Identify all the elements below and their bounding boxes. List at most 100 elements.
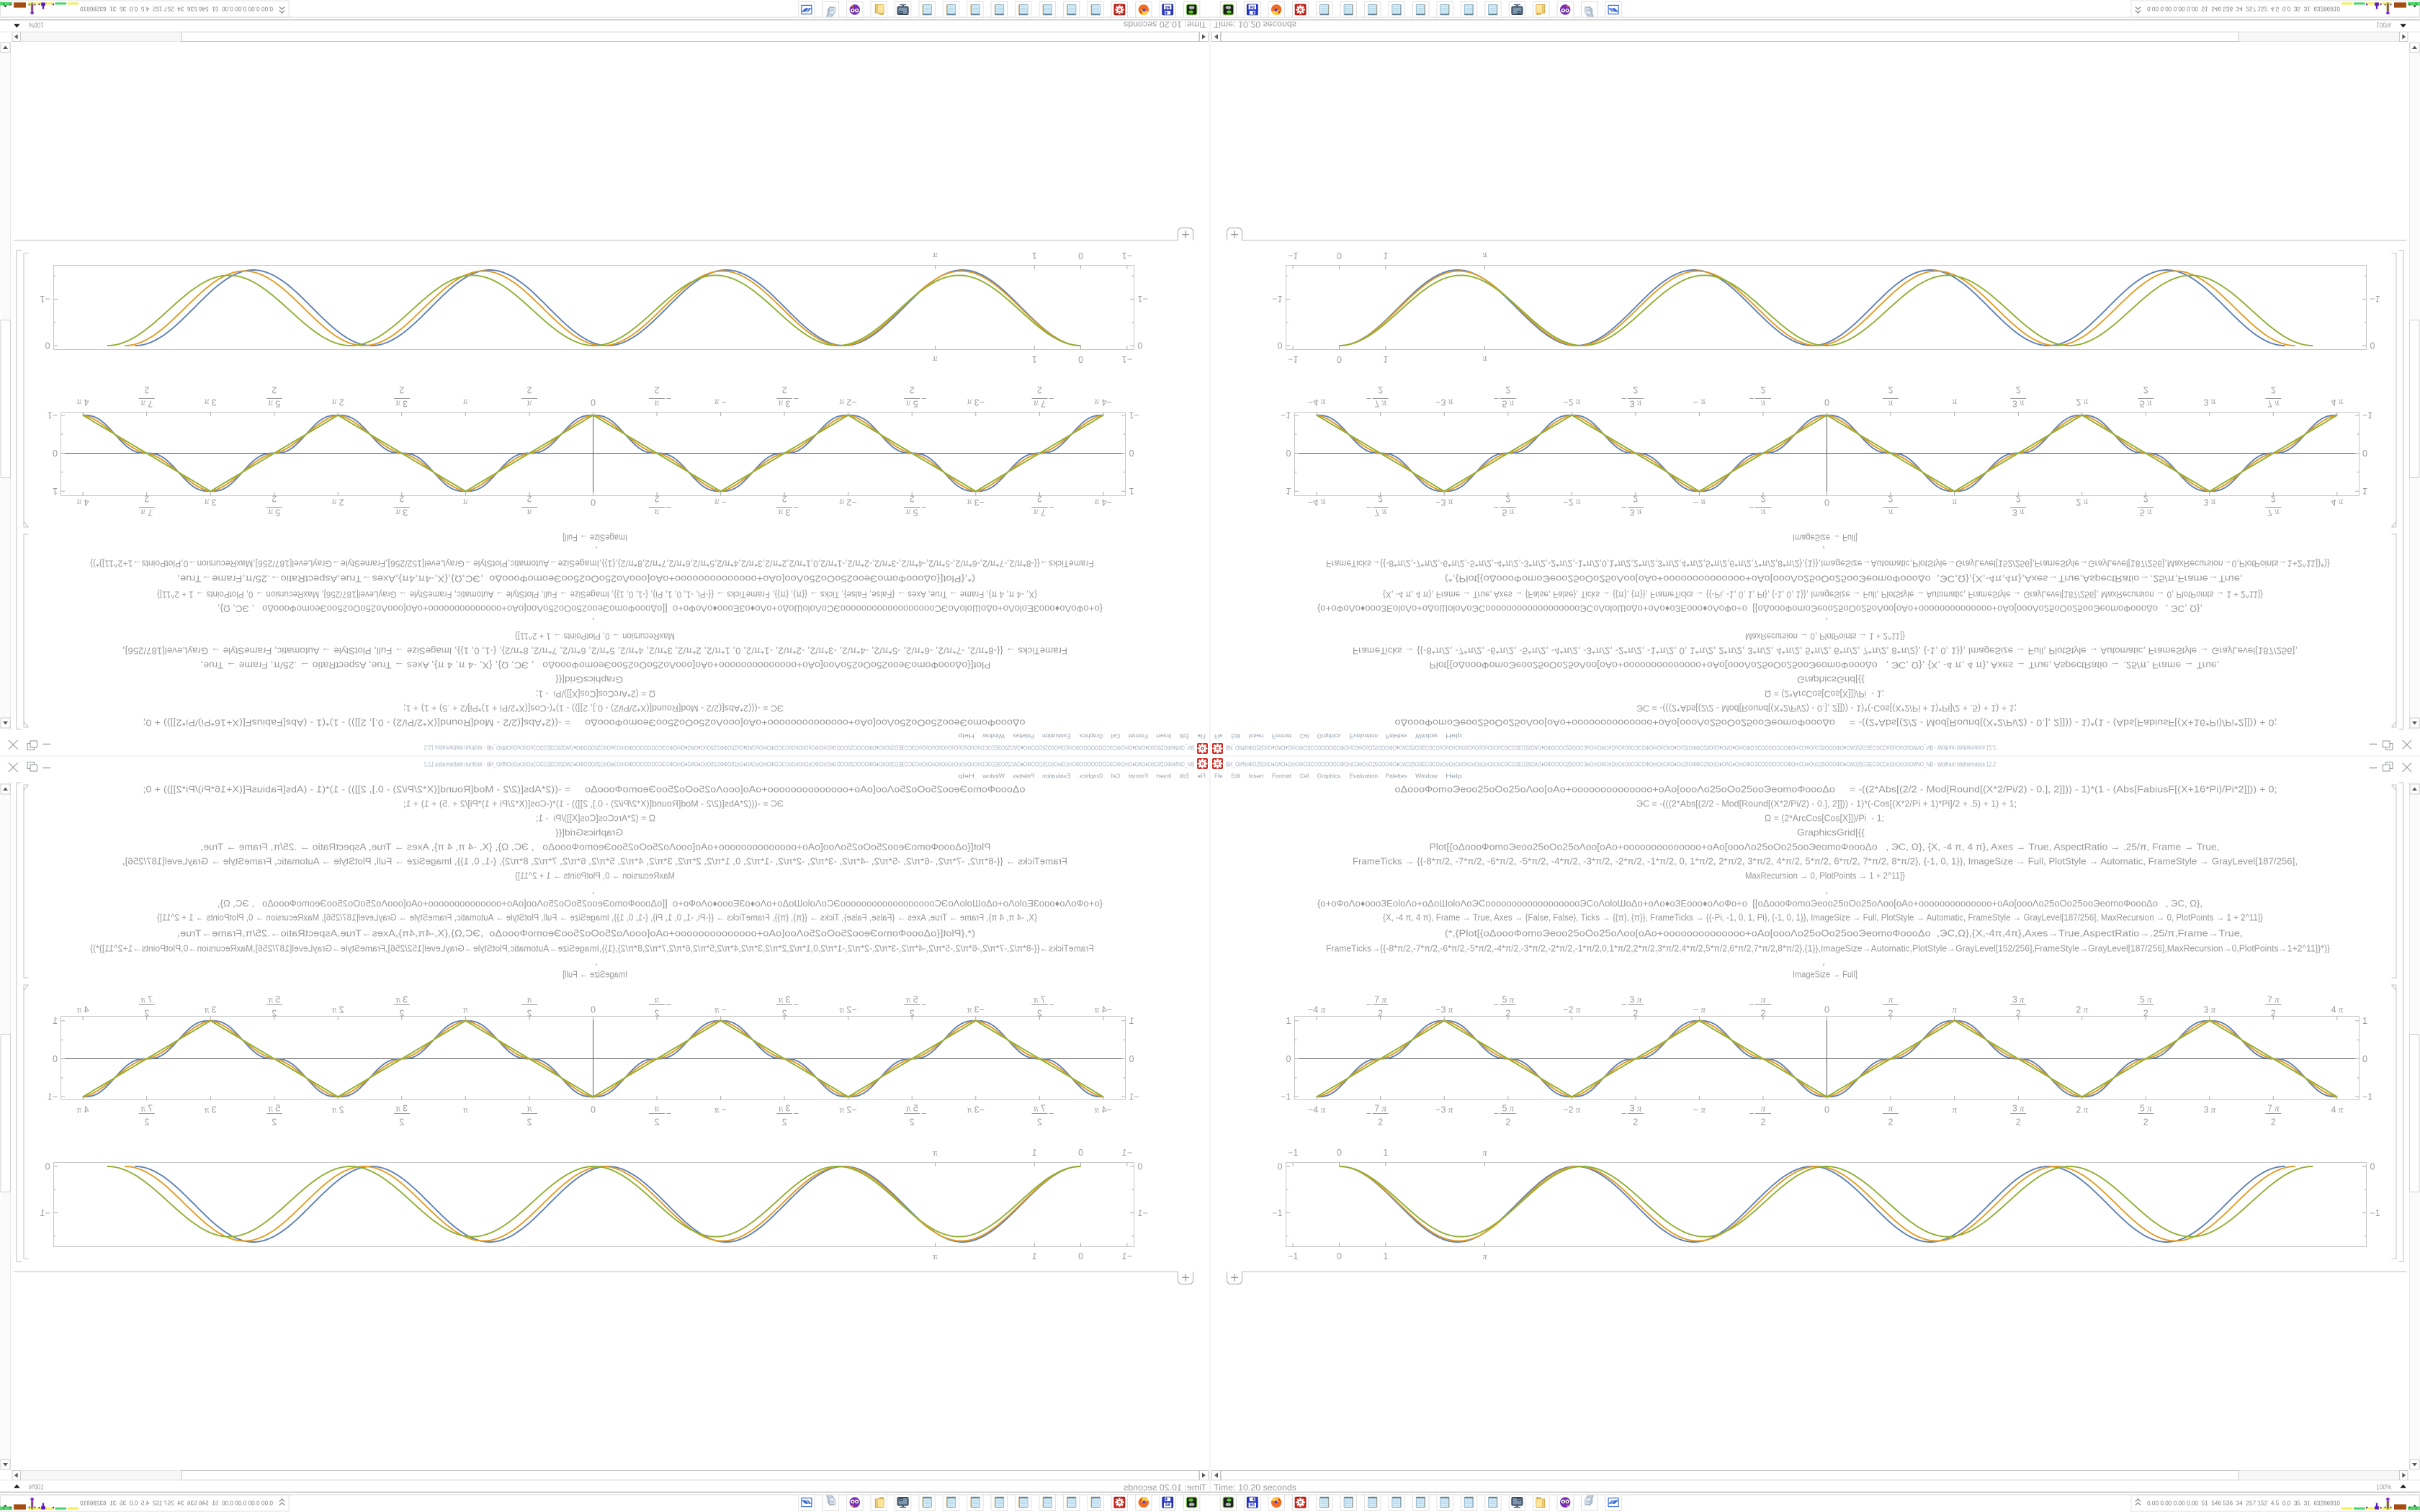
svg-text:2: 2	[1037, 494, 1042, 504]
svg-text:ВИ_ОИNоФО25ОоО♦ОАО♦ОmОФОЭСОООО: ВИ_ОИNоФО25ОоО♦ОАО♦ОmОФОЭСОООООООФОmОЭеО…	[424, 760, 1194, 768]
svg-text:π: π	[1952, 1104, 1957, 1115]
svg-text:0: 0	[1078, 1148, 1083, 1158]
svg-text:7 π: 7 π	[140, 399, 153, 410]
svg-text:7 π: 7 π	[1374, 994, 1386, 1004]
svg-text:π: π	[1761, 1102, 1766, 1113]
svg-text:1: 1	[1383, 354, 1388, 364]
svg-text:Edit: Edit	[1179, 773, 1188, 780]
svg-text:π: π	[463, 498, 468, 508]
svg-text:−1: −1	[1122, 1148, 1132, 1158]
svg-text:π: π	[1761, 508, 1766, 518]
svg-text:−: −	[1749, 393, 1754, 403]
svg-text:−1: −1	[1272, 1208, 1282, 1218]
svg-text:,: ,	[1822, 957, 1825, 967]
svg-text:5 π: 5 π	[905, 508, 918, 518]
svg-text:−1: −1	[1288, 1251, 1298, 1261]
svg-text:2: 2	[1761, 385, 1766, 395]
svg-text:3 π: 3 π	[395, 1102, 408, 1113]
svg-text:π: π	[526, 508, 532, 518]
svg-text:−4 π: −4 π	[1094, 1104, 1112, 1115]
svg-text:оΔоооФоmоЭеоо25оОо25оΛоо[оАо+о: оΔоооФоmоЭеоо25оОо25оΛоо[оАо+ооооооооооо…	[143, 784, 1026, 794]
svg-text:− π: − π	[714, 1004, 727, 1014]
svg-text:−4 π: −4 π	[1094, 397, 1112, 408]
svg-text:0.00 0.00 0.00 0.00 51 546 5: 0.00 0.00 0.00 0.00 51 546 536 34 257 15…	[80, 6, 273, 13]
svg-text:−1: −1	[1137, 1208, 1147, 1218]
svg-text:−1: −1	[40, 1208, 50, 1218]
svg-text:π: π	[1888, 994, 1894, 1004]
svg-text:−4 π: −4 π	[1308, 397, 1326, 408]
svg-text:Ω = (2*ArcCos[Cos[X]])/Pi - 1: Ω = (2*ArcCos[Cos[X]])/Pi - 1;	[1765, 689, 1884, 699]
svg-text:Time: 10.20 seconds: Time: 10.20 seconds	[1214, 1484, 1296, 1493]
svg-text:−: −	[1049, 393, 1054, 403]
svg-text:2: 2	[2143, 1008, 2148, 1018]
svg-text:(*,{Plot[{оΔоооФоmоЭеоо25оОо25: (*,{Plot[{оΔоооФоmоЭеоо25оОо25оΛоо[оАо+о…	[1445, 928, 2243, 938]
svg-text:−2 π: −2 π	[1563, 397, 1581, 408]
svg-text:2: 2	[1888, 385, 1894, 395]
svg-text:3 π: 3 π	[2012, 1102, 2025, 1113]
svg-text:7 π: 7 π	[140, 994, 153, 1004]
svg-text:File: File	[1214, 773, 1223, 780]
svg-text:5 π: 5 π	[1502, 399, 1514, 410]
svg-text:2: 2	[2143, 385, 2148, 395]
svg-text:3 π: 3 π	[204, 397, 216, 408]
svg-text:−3 π: −3 π	[1435, 1004, 1453, 1014]
svg-text:Cell: Cell	[1300, 773, 1309, 780]
svg-text:2: 2	[1378, 385, 1383, 395]
svg-text:2: 2	[1505, 1008, 1510, 1018]
svg-text:3 π: 3 π	[1630, 399, 1642, 410]
svg-text:2: 2	[2016, 385, 2021, 395]
svg-text:π: π	[933, 1147, 938, 1158]
svg-text:−: −	[1749, 1109, 1754, 1119]
svg-text:−: −	[1049, 1109, 1054, 1119]
svg-text:3 π: 3 π	[1630, 508, 1642, 518]
svg-text:2: 2	[526, 494, 532, 504]
svg-text:{о+оФоΛо♦оооЗЕоlоΛо+оΔоШоlоΛоЭ: {о+оФоΛо♦оооЗЕоlоΛо+оΔоШоlоΛоЭСооооооооо…	[1317, 899, 2202, 909]
svg-text:−1: −1	[2370, 294, 2380, 304]
svg-text:File: File	[1197, 773, 1206, 780]
svg-text:−: −	[1749, 502, 1754, 512]
svg-text:3 π: 3 π	[2203, 498, 2215, 508]
svg-text:64: 64	[1165, 1503, 1170, 1508]
svg-text:64: 64	[1250, 4, 1255, 9]
svg-text:0: 0	[1337, 354, 1342, 364]
svg-text:7 π: 7 π	[1374, 399, 1386, 410]
svg-text:1: 1	[1286, 486, 1291, 496]
svg-text:0: 0	[1337, 1251, 1342, 1261]
svg-text:2: 2	[910, 1117, 915, 1127]
svg-text:5 π: 5 π	[268, 508, 280, 518]
svg-text:−: −	[921, 502, 926, 512]
svg-text:0: 0	[1278, 341, 1283, 351]
svg-text:0: 0	[1286, 1054, 1291, 1064]
svg-text:Graphics: Graphics	[1080, 773, 1103, 780]
svg-text:100%: 100%	[2376, 20, 2391, 28]
svg-text:−1: −1	[1129, 410, 1139, 420]
svg-text:ЭС = -(((2*Abs[(2/2 - Mod[Roun: ЭС = -(((2*Abs[(2/2 - Mod[Round[(X*2/Pi/…	[403, 798, 784, 809]
svg-text:−: −	[1494, 1109, 1499, 1119]
svg-text:2: 2	[1378, 494, 1383, 504]
svg-text:3 π: 3 π	[395, 399, 408, 410]
svg-text:MaxRecursion → 0, PlotPoints →: MaxRecursion → 0, PlotPoints → 1 + 2^11]…	[1745, 870, 1905, 881]
svg-text:0: 0	[1078, 251, 1083, 261]
svg-text:2: 2	[782, 1008, 787, 1018]
svg-text:−4 π: −4 π	[1094, 1004, 1112, 1014]
svg-text:0: 0	[1137, 1161, 1142, 1171]
svg-text:π: π	[1888, 1102, 1894, 1113]
svg-text:Ω = (2*ArcCos[Cos[X]])/Pi - 1: Ω = (2*ArcCos[Cos[X]])/Pi - 1;	[536, 813, 655, 823]
svg-text:−: −	[1366, 502, 1371, 512]
svg-text:5 π: 5 π	[268, 994, 280, 1004]
svg-text:100%: 100%	[28, 20, 43, 28]
svg-text:π: π	[1952, 397, 1957, 408]
svg-text:(*,{Plot[{оΔоооФоmоЭеоо25оОо25: (*,{Plot[{оΔоооФоmоЭеоо25оОо25оΛоо[оАо+о…	[177, 928, 975, 938]
svg-text:0: 0	[591, 1004, 596, 1014]
svg-text:−: −	[921, 1109, 926, 1119]
svg-text:Graphics: Graphics	[1080, 732, 1103, 739]
svg-text:−2 π: −2 π	[1563, 1104, 1581, 1115]
svg-text:7 π: 7 π	[2267, 1102, 2280, 1113]
svg-text:2: 2	[272, 385, 277, 395]
svg-text:оΔоооФоmоЭеоо25оОо25оΛоо[оАо+о: оΔоооФоmоЭеоо25оОо25оΛоо[оАо+ооооооооооо…	[143, 718, 1026, 728]
svg-text:0: 0	[45, 341, 50, 351]
svg-text:2: 2	[144, 1117, 149, 1127]
svg-text:4 π: 4 π	[76, 1104, 89, 1115]
svg-text:−1: −1	[1288, 1148, 1298, 1158]
svg-text:π: π	[1952, 498, 1957, 508]
